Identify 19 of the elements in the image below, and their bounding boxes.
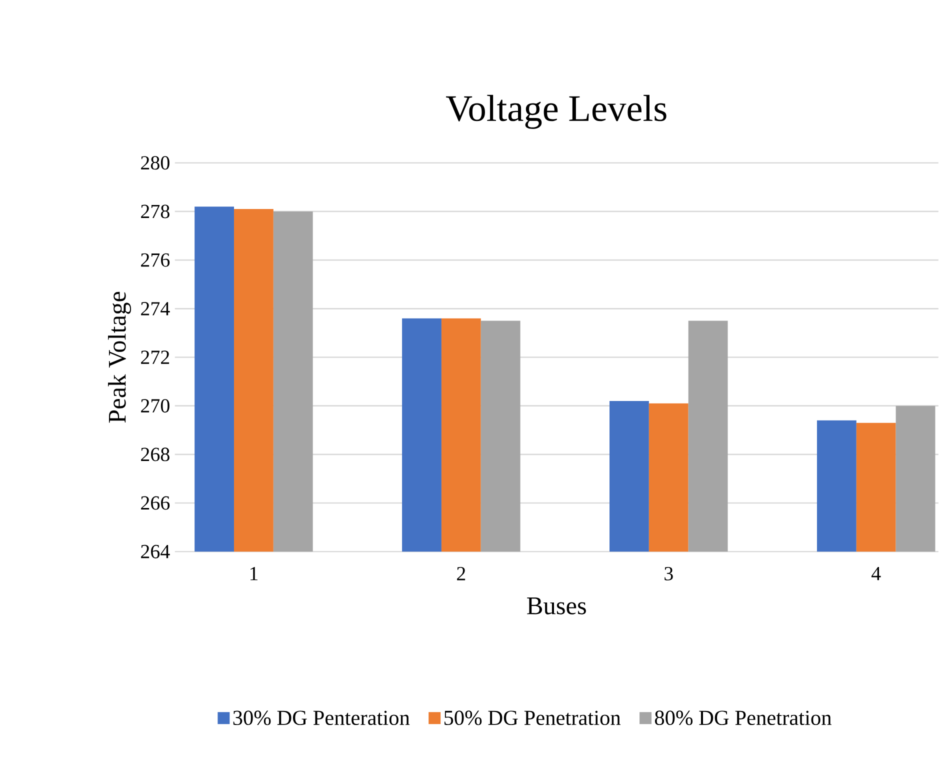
x-tick-label: 4: [872, 566, 881, 580]
y-tick-label: 278: [141, 204, 170, 218]
y-tick-label: 276: [141, 253, 170, 267]
y-tick-label: 268: [141, 447, 170, 461]
y-axis-title: Peak Voltage: [108, 292, 132, 423]
chart-title: Voltage Levels: [446, 94, 666, 129]
y-tick-label: 266: [141, 496, 170, 510]
legend-label: 50% DG Penetration: [444, 710, 621, 725]
legend-label: 30% DG Penteration: [233, 710, 410, 725]
x-axis-title: Buses: [527, 597, 586, 614]
y-tick-label: 274: [141, 302, 170, 316]
x-tick-label: 3: [664, 566, 673, 580]
x-tick-label: 2: [457, 566, 466, 580]
x-tick-label: 1: [250, 566, 258, 580]
legend-label: 80% DG Penetration: [654, 710, 832, 725]
y-tick-label: 270: [141, 398, 170, 412]
y-tick-label: 272: [141, 350, 170, 364]
y-tick-label: 280: [141, 156, 170, 170]
y-tick-label: 264: [141, 544, 170, 558]
